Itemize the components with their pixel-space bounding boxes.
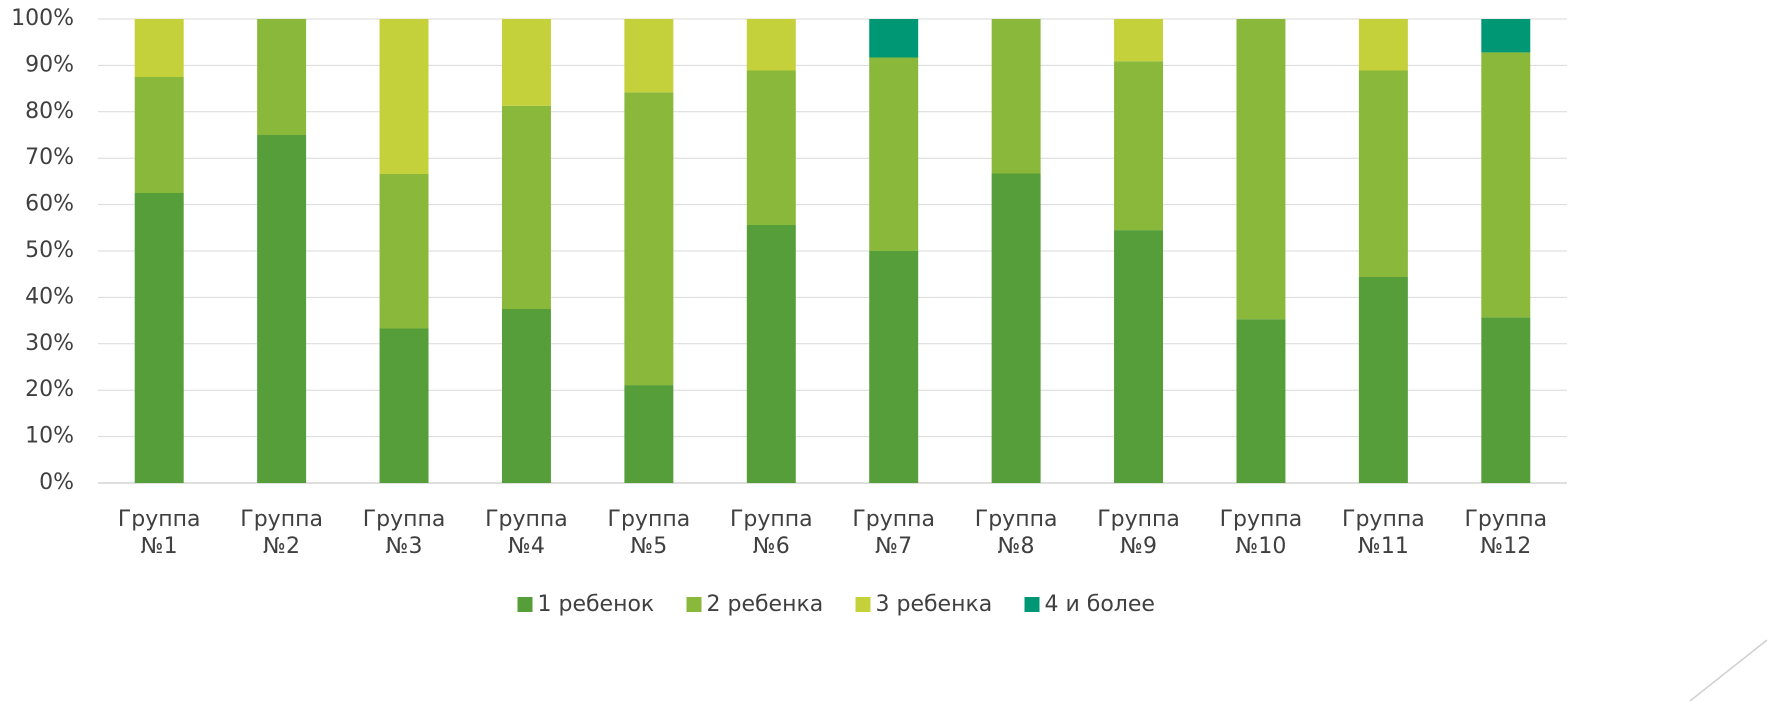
bar-segment: [134, 19, 184, 77]
bar-segment: [869, 251, 919, 483]
bar-segment: [1481, 52, 1531, 318]
bar-segment: [257, 19, 307, 135]
bar-segment: [1236, 319, 1286, 483]
bar-segment: [134, 77, 184, 193]
x-tick-label: Группа №2: [240, 507, 323, 559]
bar-segment: [1358, 276, 1408, 483]
y-tick-label: 80%: [25, 99, 74, 124]
bar-segment: [379, 173, 429, 329]
legend-swatch: [1024, 597, 1040, 612]
legend-swatch: [855, 597, 871, 612]
x-tick-label: Группа №3: [362, 507, 446, 559]
bar-segment: [257, 135, 307, 483]
x-tick-label: Группа №4: [485, 507, 568, 559]
bar-segment: [869, 57, 919, 252]
bar-segment: [501, 105, 551, 309]
y-tick-label: 50%: [25, 238, 74, 263]
y-tick-label: 0%: [39, 470, 74, 495]
bar-segment: [379, 328, 429, 483]
bar-segment: [746, 70, 796, 226]
y-tick-label: 20%: [25, 377, 74, 402]
x-tick-label: Группа №12: [1464, 507, 1548, 559]
bar-segment: [746, 225, 796, 484]
bar-segment: [1358, 70, 1408, 277]
x-tick-label: Группа №9: [1097, 507, 1180, 559]
x-tick-label: Группа №11: [1342, 507, 1425, 559]
bar-segment: [991, 19, 1041, 174]
y-tick-label: 10%: [25, 424, 74, 449]
x-tick-label: Группа №10: [1219, 507, 1303, 559]
bar-segment: [991, 173, 1041, 483]
bar-segment: [501, 19, 551, 106]
x-tick-label: Группа №1: [117, 507, 201, 559]
y-tick-label: 90%: [25, 52, 74, 77]
bar-segment: [624, 385, 674, 483]
y-tick-label: 70%: [25, 145, 74, 170]
y-tick-label: 100%: [11, 6, 74, 31]
x-tick-label: Группа №7: [852, 507, 936, 559]
legend-label: 1 ребенок: [538, 592, 655, 617]
bar-segment: [1114, 19, 1164, 62]
y-tick-label: 30%: [25, 331, 74, 356]
bar-segment: [134, 193, 184, 483]
legend-label: 2 ребенка: [707, 592, 824, 617]
y-tick-label: 40%: [25, 284, 74, 309]
legend-label: 4 и более: [1045, 592, 1155, 617]
legend-swatch: [517, 597, 533, 612]
decor-line: [1689, 639, 1767, 701]
bar-segment: [624, 19, 674, 93]
bar-segment: [1236, 19, 1286, 320]
bar-segment: [1481, 317, 1531, 483]
bar-segment: [1481, 19, 1531, 53]
y-tick-label: 60%: [25, 192, 74, 217]
bar-segment: [624, 92, 674, 386]
legend-swatch: [686, 597, 702, 612]
x-tick-label: Группа №5: [607, 507, 691, 559]
bar-segment: [379, 19, 429, 174]
bar-segment: [746, 19, 796, 71]
bar-segment: [869, 19, 919, 58]
bar-segment: [1114, 61, 1164, 231]
bar-segment: [1358, 19, 1408, 71]
bar-segment: [1114, 230, 1164, 483]
x-tick-label: Группа №8: [974, 507, 1058, 559]
x-tick-label: Группа №6: [729, 507, 813, 559]
bar-segment: [501, 309, 551, 483]
legend-label: 3 ребенка: [876, 592, 993, 617]
